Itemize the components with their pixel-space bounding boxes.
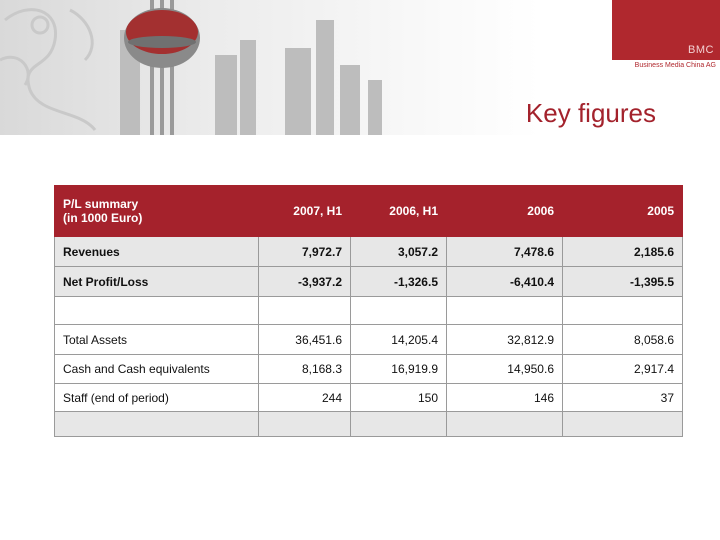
- column-header: 2006, H1: [350, 185, 447, 237]
- table-cell: 32,812.9: [446, 324, 563, 355]
- page-title: Key figures: [525, 98, 656, 128]
- table-cell: 3,057.2: [350, 236, 447, 267]
- table-row: Total Assets 36,451.6 14,205.4 32,812.9 …: [54, 324, 683, 355]
- tv-tower: [124, 0, 200, 135]
- logo-subtitle: Business Media China AG: [634, 62, 716, 69]
- empty-cell: [54, 296, 259, 325]
- empty-cell: [54, 411, 259, 437]
- logo-mark-text: BMC: [688, 44, 714, 56]
- table-cell: 244: [258, 383, 351, 412]
- table-cell: -1,395.5: [562, 266, 683, 297]
- empty-cell: [258, 411, 351, 437]
- column-header: 2005: [562, 185, 683, 237]
- empty-cell: [258, 296, 351, 325]
- empty-cell: [562, 411, 683, 437]
- table-cell: 14,950.6: [446, 354, 563, 384]
- table-cell: 2,917.4: [562, 354, 683, 384]
- table-cell: 7,478.6: [446, 236, 563, 267]
- empty-cell: [350, 296, 447, 325]
- table-row: Net Profit/Loss -3,937.2 -1,326.5 -6,410…: [54, 266, 683, 297]
- skyline-illustration: [0, 0, 382, 135]
- table-cell: 150: [350, 383, 447, 412]
- table-cell: 8,168.3: [258, 354, 351, 384]
- key-figures-table: P/L summary (in 1000 Euro) 2007, H1 2006…: [54, 185, 683, 437]
- row-label: Cash and Cash equivalents: [54, 354, 259, 384]
- header-label-cell: P/L summary (in 1000 Euro): [54, 185, 259, 237]
- dragon-ornament: [0, 8, 97, 131]
- table-cell: -6,410.4: [446, 266, 563, 297]
- table-row: Revenues 7,972.7 3,057.2 7,478.6 2,185.6: [54, 236, 683, 267]
- table-cell: 37: [562, 383, 683, 412]
- column-header: 2006: [446, 185, 563, 237]
- spacer-row: [54, 411, 683, 437]
- header-label-line1: P/L summary: [63, 197, 139, 211]
- table-cell: 146: [446, 383, 563, 412]
- row-label: Revenues: [54, 236, 259, 267]
- company-logo: BMC: [612, 0, 720, 60]
- row-label: Total Assets: [54, 324, 259, 355]
- table-row: Cash and Cash equivalents 8,168.3 16,919…: [54, 354, 683, 384]
- spacer-row: [54, 296, 683, 325]
- table-cell: 16,919.9: [350, 354, 447, 384]
- header-skyline-image: [0, 0, 720, 135]
- row-label: Staff (end of period): [54, 383, 259, 412]
- table-cell: -1,326.5: [350, 266, 447, 297]
- table-cell: 14,205.4: [350, 324, 447, 355]
- empty-cell: [562, 296, 683, 325]
- table-cell: 7,972.7: [258, 236, 351, 267]
- empty-cell: [446, 296, 563, 325]
- table-header-row: P/L summary (in 1000 Euro) 2007, H1 2006…: [54, 185, 683, 237]
- table-cell: 36,451.6: [258, 324, 351, 355]
- header-label-line2: (in 1000 Euro): [63, 211, 143, 225]
- table-cell: 8,058.6: [562, 324, 683, 355]
- row-label: Net Profit/Loss: [54, 266, 259, 297]
- table-cell: 2,185.6: [562, 236, 683, 267]
- column-header: 2007, H1: [258, 185, 351, 237]
- empty-cell: [446, 411, 563, 437]
- table-cell: -3,937.2: [258, 266, 351, 297]
- table-row: Staff (end of period) 244 150 146 37: [54, 383, 683, 412]
- empty-cell: [350, 411, 447, 437]
